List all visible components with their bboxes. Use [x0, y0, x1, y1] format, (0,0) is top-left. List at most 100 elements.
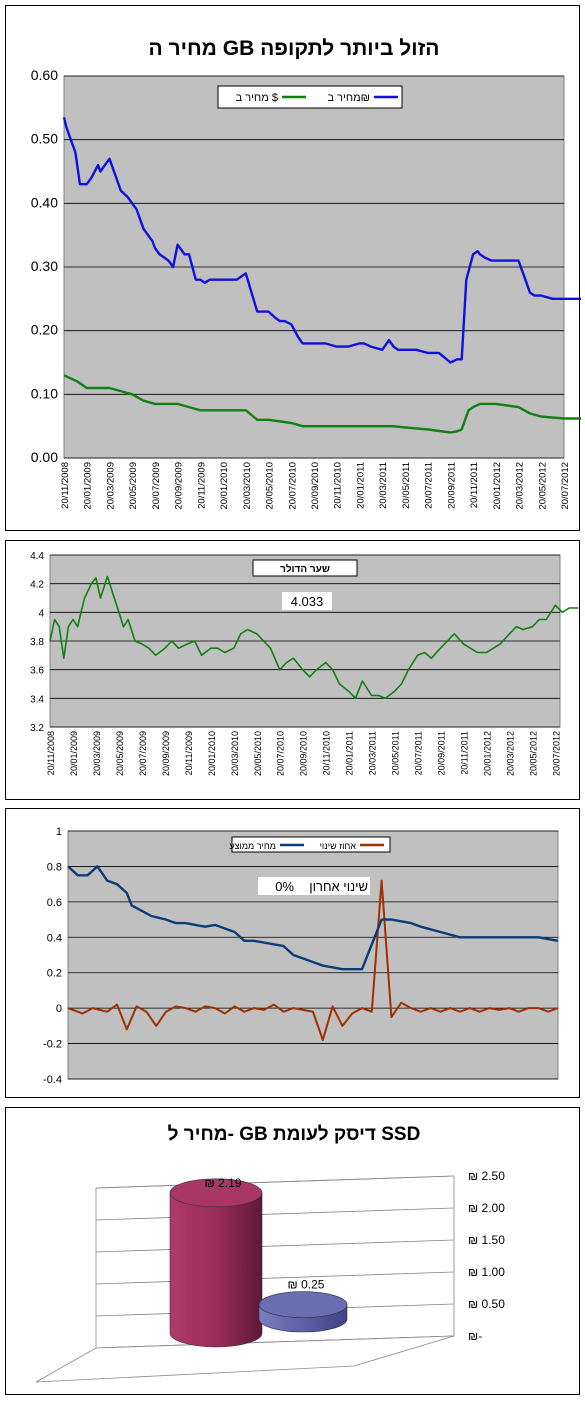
series-line-average — [67, 865, 559, 971]
y-tick-label: 0.10 — [31, 385, 58, 401]
data-label-ssd: ₪ 2.19 — [205, 1176, 242, 1190]
series-line-usd — [63, 374, 581, 434]
x-tick-label: 20/03/2010 — [230, 731, 240, 776]
y-tick-label: 3.4 — [30, 694, 44, 705]
plot-area — [67, 830, 559, 1080]
chart-average-price-svg: -0.4 -0.2 0 0.2 0.4 0.6 0.8 1 אחוז שינוי מחיר ממו… — [43, 826, 559, 1086]
x-tick-label: 20/07/2010 — [287, 462, 298, 510]
x-tick-label: 20/09/2009 — [161, 731, 171, 776]
x-tick-label: 20/03/2012 — [505, 731, 515, 776]
chart-cheapest-gb-svg: מחיר ה GB הזול ביותר לתקופה 0.00 0.10 0.20 0… — [31, 37, 581, 510]
gridline — [95, 1239, 455, 1253]
x-tick-label: 20/05/2011 — [401, 462, 412, 509]
y-tick-label: 3.6 — [30, 666, 44, 677]
x-tick-label: 20/11/2011 — [469, 462, 480, 508]
annotation-box — [282, 592, 332, 610]
x-tick-label: 20/05/2012 — [537, 462, 548, 510]
gridline — [95, 1207, 455, 1221]
annotation-label: שינוי אחרון — [309, 879, 368, 894]
annotation-box — [258, 877, 370, 895]
legend-box — [231, 836, 391, 853]
x-tick-label: 20/01/2011 — [355, 462, 366, 509]
x-tick-label: 20/11/2010 — [322, 731, 332, 775]
y-tick-label: 4.4 — [30, 551, 44, 562]
x-tick-label: 20/01/2011 — [345, 731, 355, 775]
annotation-value: 4.033 — [291, 594, 324, 609]
x-tick-label: 20/07/2011 — [424, 462, 435, 509]
x-tick-label: 20/03/2011 — [368, 731, 378, 775]
x-tick-label: 20/03/2010 — [242, 462, 253, 510]
gridline — [95, 1175, 455, 1189]
series-line-dollar — [49, 575, 579, 700]
y-tick-label: 3.8 — [30, 637, 44, 648]
chart-dollar-rate: 3.2 3.4 3.6 3.8 4 4.2 4.4 20/11/2008 20/01/2009 2… — [5, 540, 580, 800]
y-tick-label: 4 — [38, 608, 44, 619]
annotation-value: 0% — [275, 879, 294, 894]
x-tick-label: 20/11/2011 — [460, 731, 470, 775]
x-tick-label: 20/09/2009 — [174, 462, 185, 510]
y-tick-label: 0.60 — [31, 67, 58, 83]
gridline — [95, 1271, 455, 1285]
y-tick-label: ₪ 1.00 — [468, 1265, 505, 1279]
legend-label-change: אחוז שינוי — [320, 841, 357, 851]
x-tick-label: 20/01/2010 — [219, 462, 230, 510]
bar-disk-top — [258, 1291, 348, 1318]
x-tick-label: 20/07/2012 — [551, 731, 561, 776]
y-tick-label: 0.00 — [31, 449, 58, 465]
x-tick-label: 20/07/2012 — [560, 462, 571, 510]
legend-label-usd: מחיר ב $ — [236, 92, 278, 104]
x-tick-label: 20/05/2009 — [115, 731, 125, 776]
y-tick-label: 0.30 — [31, 258, 58, 274]
legend-label-average: מחיר ממוצע — [229, 841, 276, 851]
x-tick-label: 20/03/2009 — [92, 731, 102, 776]
floor — [35, 1335, 455, 1383]
chart-average-price: -0.4 -0.2 0 0.2 0.4 0.6 0.8 1 אחוז שינוי מחיר ממו… — [5, 808, 580, 1098]
x-tick-label: 20/11/2008 — [60, 462, 71, 509]
y-tick-label: ₪ 2.50 — [468, 1169, 505, 1183]
chart-dollar-rate-svg: 3.2 3.4 3.6 3.8 4 4.2 4.4 20/11/2008 20/01/2009 2… — [30, 551, 579, 776]
y-tick-label: 0.6 — [47, 897, 62, 909]
y-tick-label: 3.2 — [30, 723, 44, 734]
y-tick-label: ₪ 2.00 — [468, 1201, 505, 1215]
x-tick-label: 20/05/2010 — [253, 731, 263, 776]
chart-cheapest-gb: מחיר ה GB הזול ביותר לתקופה 0.00 0.10 0.20 0… — [5, 5, 581, 531]
bar-ssd-top — [169, 1178, 263, 1208]
y-tick-label: 0.2 — [47, 968, 62, 980]
x-tick-label: 20/03/2012 — [515, 462, 526, 510]
x-tick-label: 20/07/2009 — [138, 731, 148, 776]
x-tick-label: 20/03/2011 — [378, 462, 389, 509]
x-tick-label: 20/09/2011 — [437, 731, 447, 775]
x-tick-label: 20/07/2010 — [276, 731, 286, 776]
x-tick-label: 20/01/2012 — [492, 462, 503, 510]
x-tick-label: 20/11/2009 — [184, 731, 194, 775]
series-line-change — [67, 879, 559, 1041]
y-tick-label: -0.2 — [43, 1039, 62, 1051]
title-box — [252, 559, 358, 577]
chart-title: שער הדולר — [280, 563, 330, 575]
x-tick-label: 20/05/2009 — [128, 462, 139, 510]
legend-box — [217, 85, 403, 109]
y-tick-label: 4.2 — [30, 580, 44, 591]
y-tick-label: 0.40 — [31, 194, 58, 210]
y-tick-label: 0.4 — [47, 932, 62, 944]
y-tick-label: ₪ 0.50 — [468, 1297, 505, 1311]
y-tick-label: ₪- — [468, 1329, 482, 1343]
series-line-nis — [62, 117, 581, 364]
x-tick-label: 20/09/2010 — [299, 731, 309, 776]
x-tick-label: 20/09/2011 — [446, 462, 457, 509]
chart-title: מחיר ל- GB דיסק לעומת SSD — [168, 1124, 421, 1145]
y-tick-label: 0 — [56, 1003, 62, 1015]
x-tick-label: 20/05/2010 — [265, 462, 276, 510]
x-tick-label: 20/01/2009 — [69, 731, 79, 776]
x-tick-label: 20/01/2010 — [207, 731, 217, 776]
y-tick-label: ₪ 1.50 — [468, 1233, 505, 1247]
bar-ssd-body — [169, 1192, 263, 1348]
y-tick-label: 1 — [56, 826, 62, 838]
chart-ssd-vs-disk: מחיר ל- GB דיסק לעומת SSD ₪- ₪ 0.50 ₪ 1.00 ₪… — [5, 1107, 580, 1395]
x-tick-label: 20/11/2009 — [196, 462, 207, 509]
x-tick-label: 20/07/2011 — [414, 731, 424, 775]
x-tick-label: 20/01/2009 — [83, 462, 94, 510]
chart-ssd-vs-disk-svg: מחיר ל- GB דיסק לעומת SSD ₪- ₪ 0.50 ₪ 1.00 ₪… — [35, 1124, 505, 1383]
x-tick-label: 20/01/2012 — [482, 731, 492, 776]
y-tick-label: 0.20 — [31, 322, 58, 338]
